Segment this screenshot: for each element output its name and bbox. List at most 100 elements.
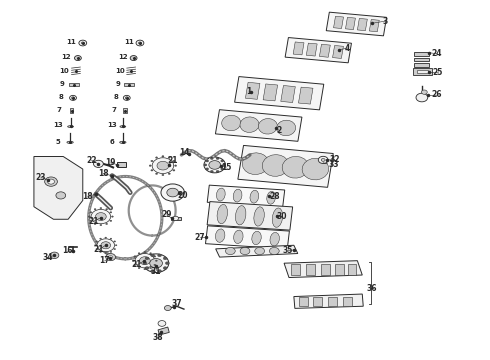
Circle shape bbox=[99, 238, 101, 239]
Circle shape bbox=[216, 157, 219, 159]
Circle shape bbox=[204, 157, 225, 173]
Polygon shape bbox=[216, 110, 302, 141]
Circle shape bbox=[100, 224, 102, 226]
Bar bbox=[321, 264, 330, 275]
Polygon shape bbox=[276, 120, 295, 136]
Circle shape bbox=[155, 157, 158, 158]
Circle shape bbox=[174, 165, 177, 166]
Circle shape bbox=[162, 156, 164, 157]
Polygon shape bbox=[250, 190, 259, 203]
Circle shape bbox=[123, 95, 130, 100]
Polygon shape bbox=[294, 294, 363, 309]
Text: 11: 11 bbox=[124, 39, 134, 45]
Circle shape bbox=[240, 247, 250, 255]
Text: 15: 15 bbox=[221, 163, 232, 172]
Text: 9: 9 bbox=[116, 81, 121, 87]
Circle shape bbox=[50, 252, 59, 258]
Circle shape bbox=[222, 164, 225, 166]
Text: 8: 8 bbox=[58, 94, 63, 100]
Ellipse shape bbox=[120, 141, 126, 143]
Circle shape bbox=[151, 160, 153, 162]
Polygon shape bbox=[272, 208, 283, 227]
Circle shape bbox=[173, 160, 175, 162]
Ellipse shape bbox=[120, 126, 126, 127]
Circle shape bbox=[168, 157, 171, 158]
Text: 27: 27 bbox=[195, 233, 205, 242]
Circle shape bbox=[91, 210, 111, 224]
Text: 6: 6 bbox=[110, 139, 115, 145]
Circle shape bbox=[221, 160, 223, 162]
Polygon shape bbox=[252, 231, 261, 245]
Circle shape bbox=[134, 264, 136, 266]
Text: 9: 9 bbox=[59, 81, 64, 87]
Circle shape bbox=[225, 247, 235, 255]
Polygon shape bbox=[205, 226, 290, 249]
Polygon shape bbox=[34, 157, 83, 219]
Circle shape bbox=[210, 157, 213, 159]
Polygon shape bbox=[207, 185, 285, 207]
Polygon shape bbox=[298, 87, 313, 104]
Text: 2: 2 bbox=[276, 126, 282, 135]
Polygon shape bbox=[245, 82, 260, 99]
Polygon shape bbox=[306, 43, 317, 56]
Polygon shape bbox=[263, 84, 278, 101]
Circle shape bbox=[135, 253, 155, 268]
Circle shape bbox=[45, 177, 57, 186]
Text: 36: 36 bbox=[367, 284, 377, 293]
Bar bbox=[292, 264, 300, 275]
Text: 5: 5 bbox=[55, 139, 60, 145]
Polygon shape bbox=[270, 233, 279, 246]
Circle shape bbox=[151, 170, 153, 171]
Circle shape bbox=[416, 93, 428, 102]
Polygon shape bbox=[258, 118, 277, 134]
Circle shape bbox=[209, 161, 221, 169]
Circle shape bbox=[144, 269, 146, 270]
Text: 19: 19 bbox=[105, 158, 116, 167]
Circle shape bbox=[72, 97, 74, 99]
Circle shape bbox=[130, 55, 137, 60]
Circle shape bbox=[110, 251, 112, 252]
Circle shape bbox=[155, 173, 158, 175]
Text: 18: 18 bbox=[82, 192, 93, 201]
Bar bbox=[414, 63, 429, 67]
Bar bbox=[413, 68, 432, 75]
Polygon shape bbox=[357, 18, 368, 31]
Circle shape bbox=[321, 158, 325, 161]
Circle shape bbox=[144, 252, 146, 253]
Bar bbox=[123, 108, 127, 113]
Polygon shape bbox=[221, 115, 241, 131]
Circle shape bbox=[167, 188, 178, 197]
Circle shape bbox=[95, 245, 96, 246]
Text: 18: 18 bbox=[98, 169, 109, 178]
Circle shape bbox=[206, 160, 209, 162]
Circle shape bbox=[145, 257, 149, 260]
Bar bbox=[416, 70, 428, 73]
Text: 35: 35 bbox=[283, 246, 293, 255]
Circle shape bbox=[206, 168, 209, 170]
Circle shape bbox=[210, 170, 213, 172]
Circle shape bbox=[79, 40, 87, 46]
Circle shape bbox=[168, 173, 171, 175]
Text: 10: 10 bbox=[59, 68, 69, 74]
Text: 7: 7 bbox=[57, 107, 62, 113]
Bar bbox=[306, 264, 315, 275]
Bar bbox=[117, 162, 126, 167]
Circle shape bbox=[144, 254, 169, 273]
Text: 16: 16 bbox=[62, 246, 73, 255]
Polygon shape bbox=[238, 145, 333, 187]
Circle shape bbox=[106, 223, 108, 225]
Bar bbox=[335, 264, 344, 275]
Circle shape bbox=[132, 260, 134, 261]
Circle shape bbox=[111, 216, 113, 217]
Polygon shape bbox=[333, 45, 343, 58]
Polygon shape bbox=[262, 154, 289, 176]
Circle shape bbox=[150, 254, 154, 257]
Text: 25: 25 bbox=[433, 68, 443, 77]
Bar bbox=[414, 58, 429, 61]
Circle shape bbox=[152, 158, 173, 174]
Text: 7: 7 bbox=[112, 107, 117, 113]
Circle shape bbox=[150, 258, 162, 268]
Text: 20: 20 bbox=[177, 190, 188, 199]
Text: 8: 8 bbox=[114, 94, 119, 100]
Circle shape bbox=[158, 254, 162, 257]
